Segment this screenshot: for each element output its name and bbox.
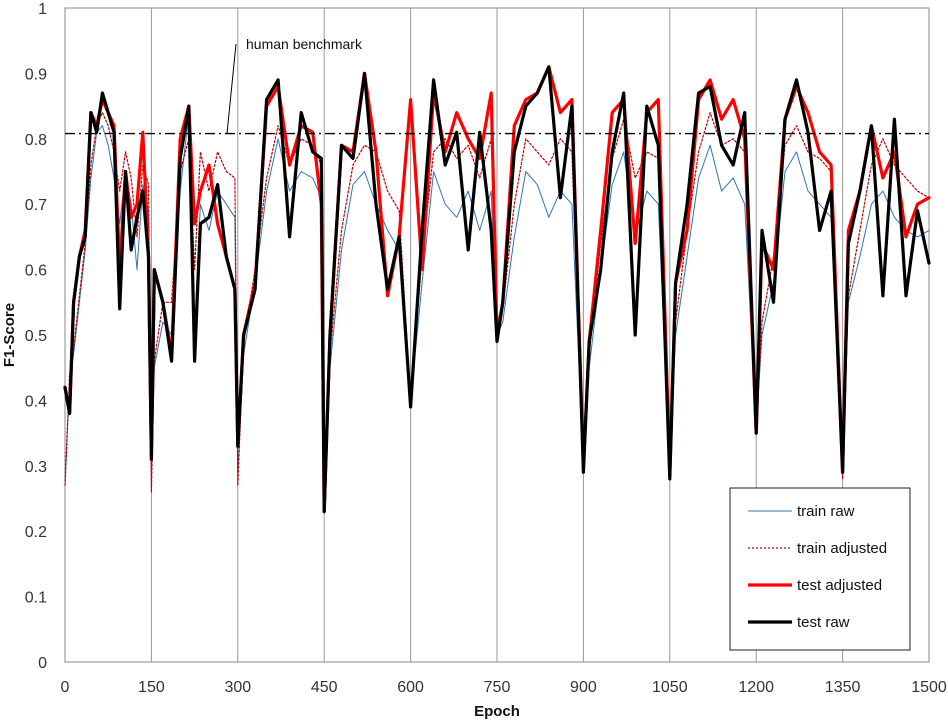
x-tick-label: 450 [311, 679, 338, 696]
y-tick-label: 0.9 [25, 66, 47, 83]
legend-items: train raw train adjusted test adjusted test… [748, 503, 887, 631]
y-tick-label: 0.2 [25, 524, 47, 541]
benchmark-leader-line [226, 43, 237, 134]
y-tick-label: 0.5 [25, 328, 47, 345]
series-test-raw [63, 65, 931, 514]
y-tick-label: 0.7 [25, 197, 47, 214]
x-tick-label: 150 [138, 679, 165, 696]
x-axis-title: Epoch [474, 703, 520, 720]
legend-label: test raw [797, 614, 850, 631]
legend-label: train adjusted [797, 540, 887, 557]
x-tick-label: 600 [397, 679, 424, 696]
x-tick-label: 1500 [911, 679, 947, 696]
y-axis-title: F1-Score [1, 303, 18, 367]
y-tick-labels: 0 0.1 0.2 0.3 0.4 0.5 0.6 0.7 0.8 0.9 1 [25, 1, 47, 672]
y-tick-label: 0.4 [25, 393, 47, 410]
legend-label: train raw [797, 503, 855, 520]
benchmark-label: human benchmark [246, 36, 363, 52]
series-lines [63, 65, 931, 514]
x-tick-labels: 0 150 300 450 600 750 900 1050 1200 1350 1500 [61, 679, 947, 696]
y-tick-label: 0.1 [25, 590, 47, 607]
legend-label: test adjusted [797, 577, 882, 594]
y-tick-label: 0.3 [25, 459, 47, 476]
y-tick-label: 0.6 [25, 263, 47, 280]
x-tick-label: 0 [61, 679, 70, 696]
y-tick-label: 0 [38, 655, 47, 672]
x-tick-label: 300 [224, 679, 251, 696]
y-tick-label: 1 [38, 1, 47, 18]
legend: train raw train adjusted test adjusted test… [729, 487, 911, 651]
x-tick-label: 1350 [825, 679, 861, 696]
x-tick-label: 750 [484, 679, 511, 696]
x-tick-label: 900 [570, 679, 597, 696]
benchmark-group: human benchmark [65, 36, 929, 135]
x-tick-label: 1050 [652, 679, 688, 696]
x-tick-label: 1200 [738, 679, 774, 696]
y-tick-label: 0.8 [25, 132, 47, 149]
